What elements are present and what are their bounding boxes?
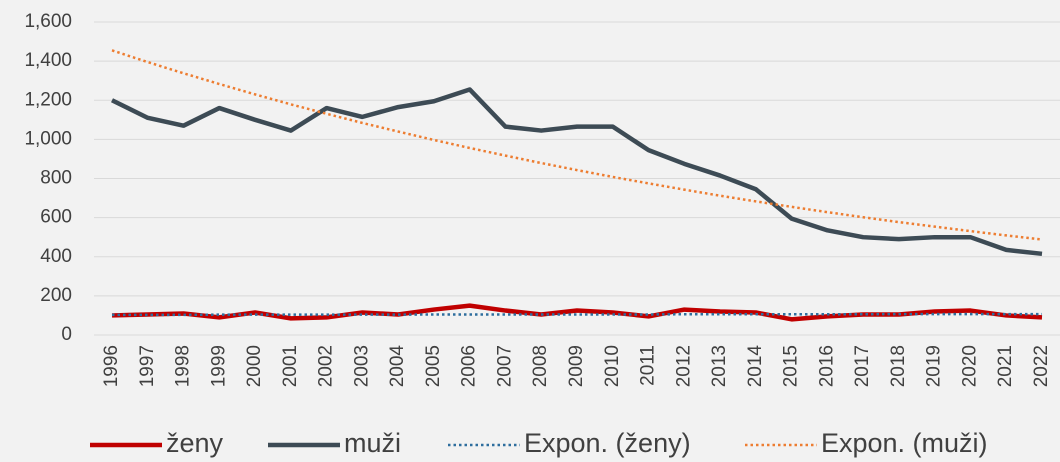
x-tick-label: 2020 [959, 345, 980, 387]
y-tick-label: 1,000 [24, 128, 72, 149]
legend-label: Expon. (muži) [821, 428, 988, 458]
series-line [111, 49, 1043, 241]
x-tick-label: 1997 [137, 345, 158, 387]
x-tick-label: 2018 [888, 345, 909, 387]
x-tick-label: 1998 [173, 345, 194, 387]
x-tick-label: 2017 [852, 345, 873, 387]
series-line [111, 87, 1043, 257]
legend-label: muži [344, 428, 401, 458]
x-tick-label: 2016 [816, 345, 837, 387]
x-tick-label: 2015 [781, 345, 802, 387]
series-line [112, 312, 1042, 317]
x-tick-label: 2008 [530, 345, 551, 387]
x-tick-label: 2019 [924, 345, 945, 387]
x-tick-label: 1996 [101, 345, 122, 387]
x-tick-label: 2004 [387, 345, 408, 388]
x-tick-label: 2000 [244, 345, 265, 387]
x-tick-label: 2013 [709, 345, 730, 387]
x-tick-label: 2009 [566, 345, 587, 387]
y-tick-label: 800 [40, 168, 72, 189]
y-tick-label: 400 [40, 246, 72, 267]
x-tick-label: 2003 [351, 345, 372, 387]
y-tick-label: 600 [40, 207, 72, 228]
x-tick-label: 2014 [745, 345, 766, 388]
x-tick-label: 2005 [423, 345, 444, 387]
y-tick-label: 1,200 [24, 89, 72, 110]
x-tick-label: 2006 [459, 345, 480, 387]
x-tick-label: 2002 [316, 345, 337, 387]
y-tick-label: 200 [40, 285, 72, 306]
x-tick-label: 1999 [208, 345, 229, 387]
x-tick-label: 2022 [1031, 345, 1052, 387]
x-tick-label: 2001 [280, 345, 301, 387]
y-tick-label: 0 [61, 324, 72, 345]
legend-label: ženy [166, 428, 224, 458]
x-tick-label: 2010 [602, 345, 623, 387]
x-tick-label: 2007 [494, 345, 515, 387]
legend-label: Expon. (ženy) [524, 428, 691, 458]
x-tick-label: 2012 [673, 345, 694, 387]
x-tick-label: 2021 [995, 345, 1016, 387]
series-line [111, 303, 1043, 322]
y-tick-label: 1,600 [24, 11, 72, 32]
x-tick-label: 2011 [638, 345, 659, 386]
y-tick-label: 1,400 [24, 50, 72, 71]
